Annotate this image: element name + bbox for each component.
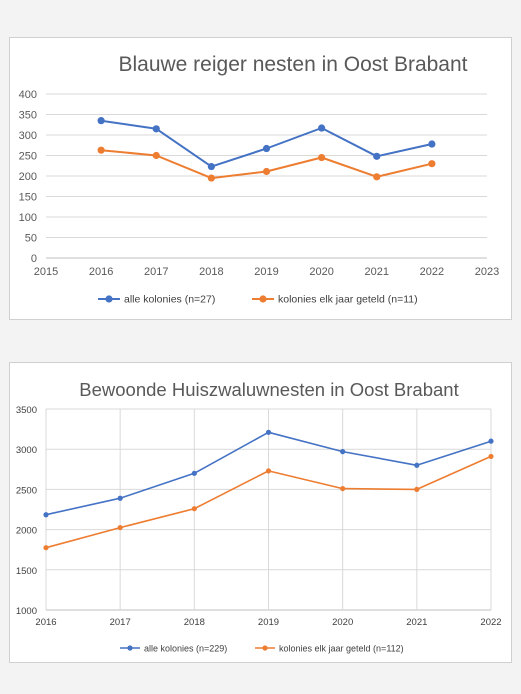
y-tick-label: 300 bbox=[19, 130, 37, 142]
legend-label-1: alle kolonies (n=27) bbox=[124, 294, 215, 306]
data-point-series-1 bbox=[414, 462, 420, 468]
x-tick-label: 2023 bbox=[475, 266, 499, 278]
data-point-series-2 bbox=[262, 167, 271, 176]
legend-label-1: alle kolonies (n=229) bbox=[144, 644, 227, 654]
data-point-series-2 bbox=[152, 151, 160, 160]
data-point-series-2 bbox=[373, 173, 381, 181]
data-point-series-1 bbox=[152, 125, 160, 133]
data-point-series-2 bbox=[340, 485, 346, 492]
y-tick-label: 1500 bbox=[16, 566, 37, 577]
y-tick-label: 0 bbox=[31, 253, 37, 265]
data-point-series-2 bbox=[318, 153, 326, 162]
data-point-series-1 bbox=[207, 162, 215, 171]
y-tick-label: 350 bbox=[19, 110, 37, 122]
x-tick-label: 2022 bbox=[420, 266, 444, 278]
data-point-series-1 bbox=[373, 152, 381, 160]
data-point-series-1 bbox=[117, 495, 123, 501]
data-point-series-2 bbox=[43, 545, 49, 551]
x-tick-label: 2016 bbox=[35, 617, 56, 628]
x-tick-label: 2018 bbox=[199, 266, 223, 278]
data-point-series-1 bbox=[262, 144, 271, 153]
data-point-series-1 bbox=[265, 429, 272, 435]
data-point-series-2 bbox=[191, 506, 197, 512]
data-point-series-1 bbox=[340, 449, 346, 455]
y-tick-label: 200 bbox=[19, 171, 37, 183]
x-tick-label: 2015 bbox=[34, 266, 58, 278]
data-point-series-1 bbox=[488, 438, 494, 444]
chart-panel-blauwe-reiger: Blauwe reiger nesten in Oost Brabant 0 50… bbox=[9, 37, 512, 320]
legend-marker-2 bbox=[262, 645, 268, 651]
data-point-series-1 bbox=[97, 117, 105, 125]
x-tick-label: 2020 bbox=[309, 266, 333, 278]
y-tick-label: 1000 bbox=[16, 606, 37, 617]
legend-label-2: kolonies elk jaar geteld (n=11) bbox=[278, 294, 418, 306]
chart-panel-huiszwaluw: Bewoonde Huiszwaluwnesten in Oost Braban… bbox=[9, 362, 512, 663]
legend-marker-1 bbox=[105, 295, 113, 303]
data-point-series-2 bbox=[488, 453, 494, 460]
x-tick-label: 2022 bbox=[480, 617, 501, 628]
x-tick-label: 2018 bbox=[184, 617, 205, 628]
y-tick-label: 100 bbox=[19, 212, 37, 224]
chart-title: Blauwe reiger nesten in Oost Brabant bbox=[118, 53, 467, 76]
y-tick-label: 50 bbox=[25, 233, 37, 245]
data-point-series-2 bbox=[428, 160, 436, 168]
y-tick-label: 150 bbox=[19, 192, 37, 204]
data-point-series-2 bbox=[117, 524, 123, 531]
legend-label-2: kolonies elk jaar geteld (n=112) bbox=[279, 644, 404, 654]
x-tick-label: 2020 bbox=[332, 617, 353, 628]
x-tick-label: 2019 bbox=[254, 266, 278, 278]
x-tick-label: 2016 bbox=[89, 266, 113, 278]
data-point-series-2 bbox=[207, 174, 215, 182]
y-tick-label: 2000 bbox=[16, 526, 37, 537]
chart-blauwe-reiger: Blauwe reiger nesten in Oost Brabant 0 50… bbox=[19, 53, 500, 306]
chart-title: Bewoonde Huiszwaluwnesten in Oost Braban… bbox=[79, 379, 458, 400]
x-tick-label: 2019 bbox=[258, 617, 279, 628]
series-line-1 bbox=[100, 119, 433, 168]
data-point-series-1 bbox=[318, 124, 326, 132]
data-point-series-2 bbox=[265, 468, 272, 474]
x-tick-label: 2021 bbox=[406, 617, 427, 628]
y-tick-label: 3000 bbox=[16, 445, 37, 456]
x-tick-label: 2021 bbox=[365, 266, 389, 278]
data-point-series-1 bbox=[428, 140, 436, 148]
legend-marker-2 bbox=[259, 295, 267, 303]
x-tick-label: 2017 bbox=[144, 266, 168, 278]
legend-marker-1 bbox=[127, 645, 133, 651]
data-point-series-1 bbox=[43, 512, 49, 518]
data-point-series-2 bbox=[97, 146, 105, 154]
data-point-series-2 bbox=[414, 486, 420, 492]
y-tick-label: 250 bbox=[19, 151, 37, 163]
x-tick-label: 2017 bbox=[110, 617, 131, 628]
data-point-series-1 bbox=[191, 470, 197, 476]
y-tick-label: 400 bbox=[19, 89, 37, 101]
y-tick-label: 2500 bbox=[16, 485, 37, 496]
y-tick-label: 3500 bbox=[16, 405, 37, 416]
chart-huiszwaluw: Bewoonde Huiszwaluwnesten in Oost Braban… bbox=[16, 379, 502, 654]
